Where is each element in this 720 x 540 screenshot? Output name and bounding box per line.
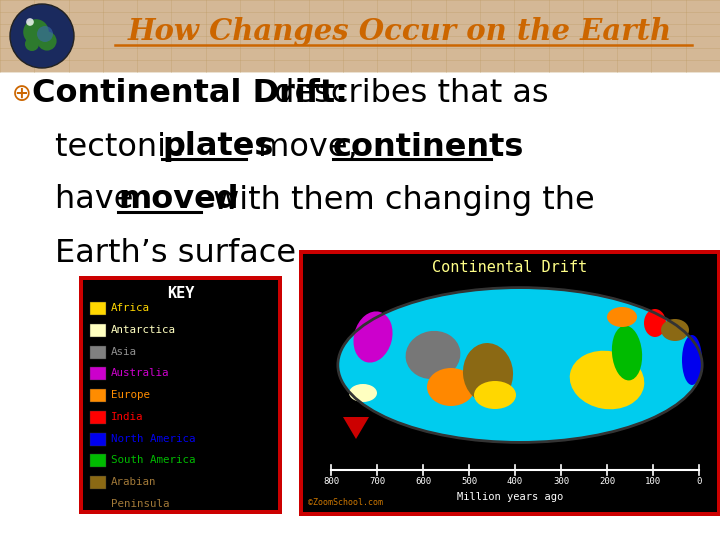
Text: ⊕: ⊕ bbox=[12, 82, 32, 106]
Text: 0: 0 bbox=[696, 477, 702, 486]
Ellipse shape bbox=[612, 326, 642, 380]
Ellipse shape bbox=[463, 343, 513, 403]
Circle shape bbox=[25, 37, 39, 51]
Text: 400: 400 bbox=[507, 477, 523, 486]
Text: North America: North America bbox=[111, 434, 196, 444]
Text: 800: 800 bbox=[323, 477, 339, 486]
Text: Africa: Africa bbox=[111, 303, 150, 313]
Bar bbox=[90, 324, 106, 337]
Text: Asia: Asia bbox=[111, 347, 137, 356]
Text: Arabian: Arabian bbox=[111, 477, 156, 487]
Text: moved: moved bbox=[118, 185, 238, 215]
Bar bbox=[0, 0, 720, 72]
Circle shape bbox=[26, 18, 34, 26]
Bar bbox=[303, 254, 717, 512]
Ellipse shape bbox=[607, 307, 637, 327]
Text: 200: 200 bbox=[599, 477, 615, 486]
Bar bbox=[90, 476, 106, 489]
Text: tectonic: tectonic bbox=[55, 132, 194, 163]
Ellipse shape bbox=[682, 335, 702, 385]
Text: Continental Drift:: Continental Drift: bbox=[32, 78, 348, 110]
Circle shape bbox=[10, 4, 74, 68]
Text: 600: 600 bbox=[415, 477, 431, 486]
Ellipse shape bbox=[405, 331, 460, 379]
Bar bbox=[90, 411, 106, 424]
Bar bbox=[90, 433, 106, 446]
Text: KEY: KEY bbox=[167, 286, 194, 300]
Ellipse shape bbox=[570, 350, 644, 409]
Ellipse shape bbox=[474, 381, 516, 409]
Text: continents: continents bbox=[333, 132, 524, 163]
Bar bbox=[90, 346, 106, 359]
Text: Australia: Australia bbox=[111, 368, 169, 379]
Ellipse shape bbox=[338, 288, 702, 442]
Text: India: India bbox=[111, 412, 143, 422]
Polygon shape bbox=[343, 417, 369, 439]
Ellipse shape bbox=[661, 319, 689, 341]
Text: Million years ago: Million years ago bbox=[457, 492, 563, 502]
Text: with them changing the: with them changing the bbox=[203, 185, 595, 215]
Text: describes that as: describes that as bbox=[264, 78, 549, 110]
Ellipse shape bbox=[354, 312, 392, 362]
Bar bbox=[90, 302, 106, 315]
Circle shape bbox=[23, 19, 49, 45]
Text: 100: 100 bbox=[645, 477, 661, 486]
Text: have: have bbox=[55, 185, 143, 215]
Text: Peninsula: Peninsula bbox=[111, 499, 169, 509]
Text: How Changes Occur on the Earth: How Changes Occur on the Earth bbox=[128, 17, 672, 46]
Bar bbox=[90, 367, 106, 380]
Bar bbox=[90, 389, 106, 402]
Text: Antarctica: Antarctica bbox=[111, 325, 176, 335]
Text: ©ZoomSchool.com: ©ZoomSchool.com bbox=[308, 498, 383, 507]
Text: Europe: Europe bbox=[111, 390, 150, 400]
Text: 700: 700 bbox=[369, 477, 385, 486]
Bar bbox=[90, 455, 106, 468]
Text: Continental Drift: Continental Drift bbox=[433, 260, 588, 274]
Text: South America: South America bbox=[111, 455, 196, 465]
Ellipse shape bbox=[644, 309, 666, 337]
Bar bbox=[83, 280, 278, 510]
Text: 500: 500 bbox=[461, 477, 477, 486]
Text: move,: move, bbox=[248, 132, 368, 163]
Text: Earth’s surface: Earth’s surface bbox=[55, 238, 296, 268]
Bar bbox=[299, 250, 720, 516]
Ellipse shape bbox=[427, 368, 475, 406]
Ellipse shape bbox=[349, 384, 377, 402]
Text: plates: plates bbox=[162, 132, 274, 163]
Circle shape bbox=[37, 26, 53, 42]
Bar bbox=[79, 276, 282, 514]
Circle shape bbox=[37, 31, 57, 51]
Text: 300: 300 bbox=[553, 477, 569, 486]
